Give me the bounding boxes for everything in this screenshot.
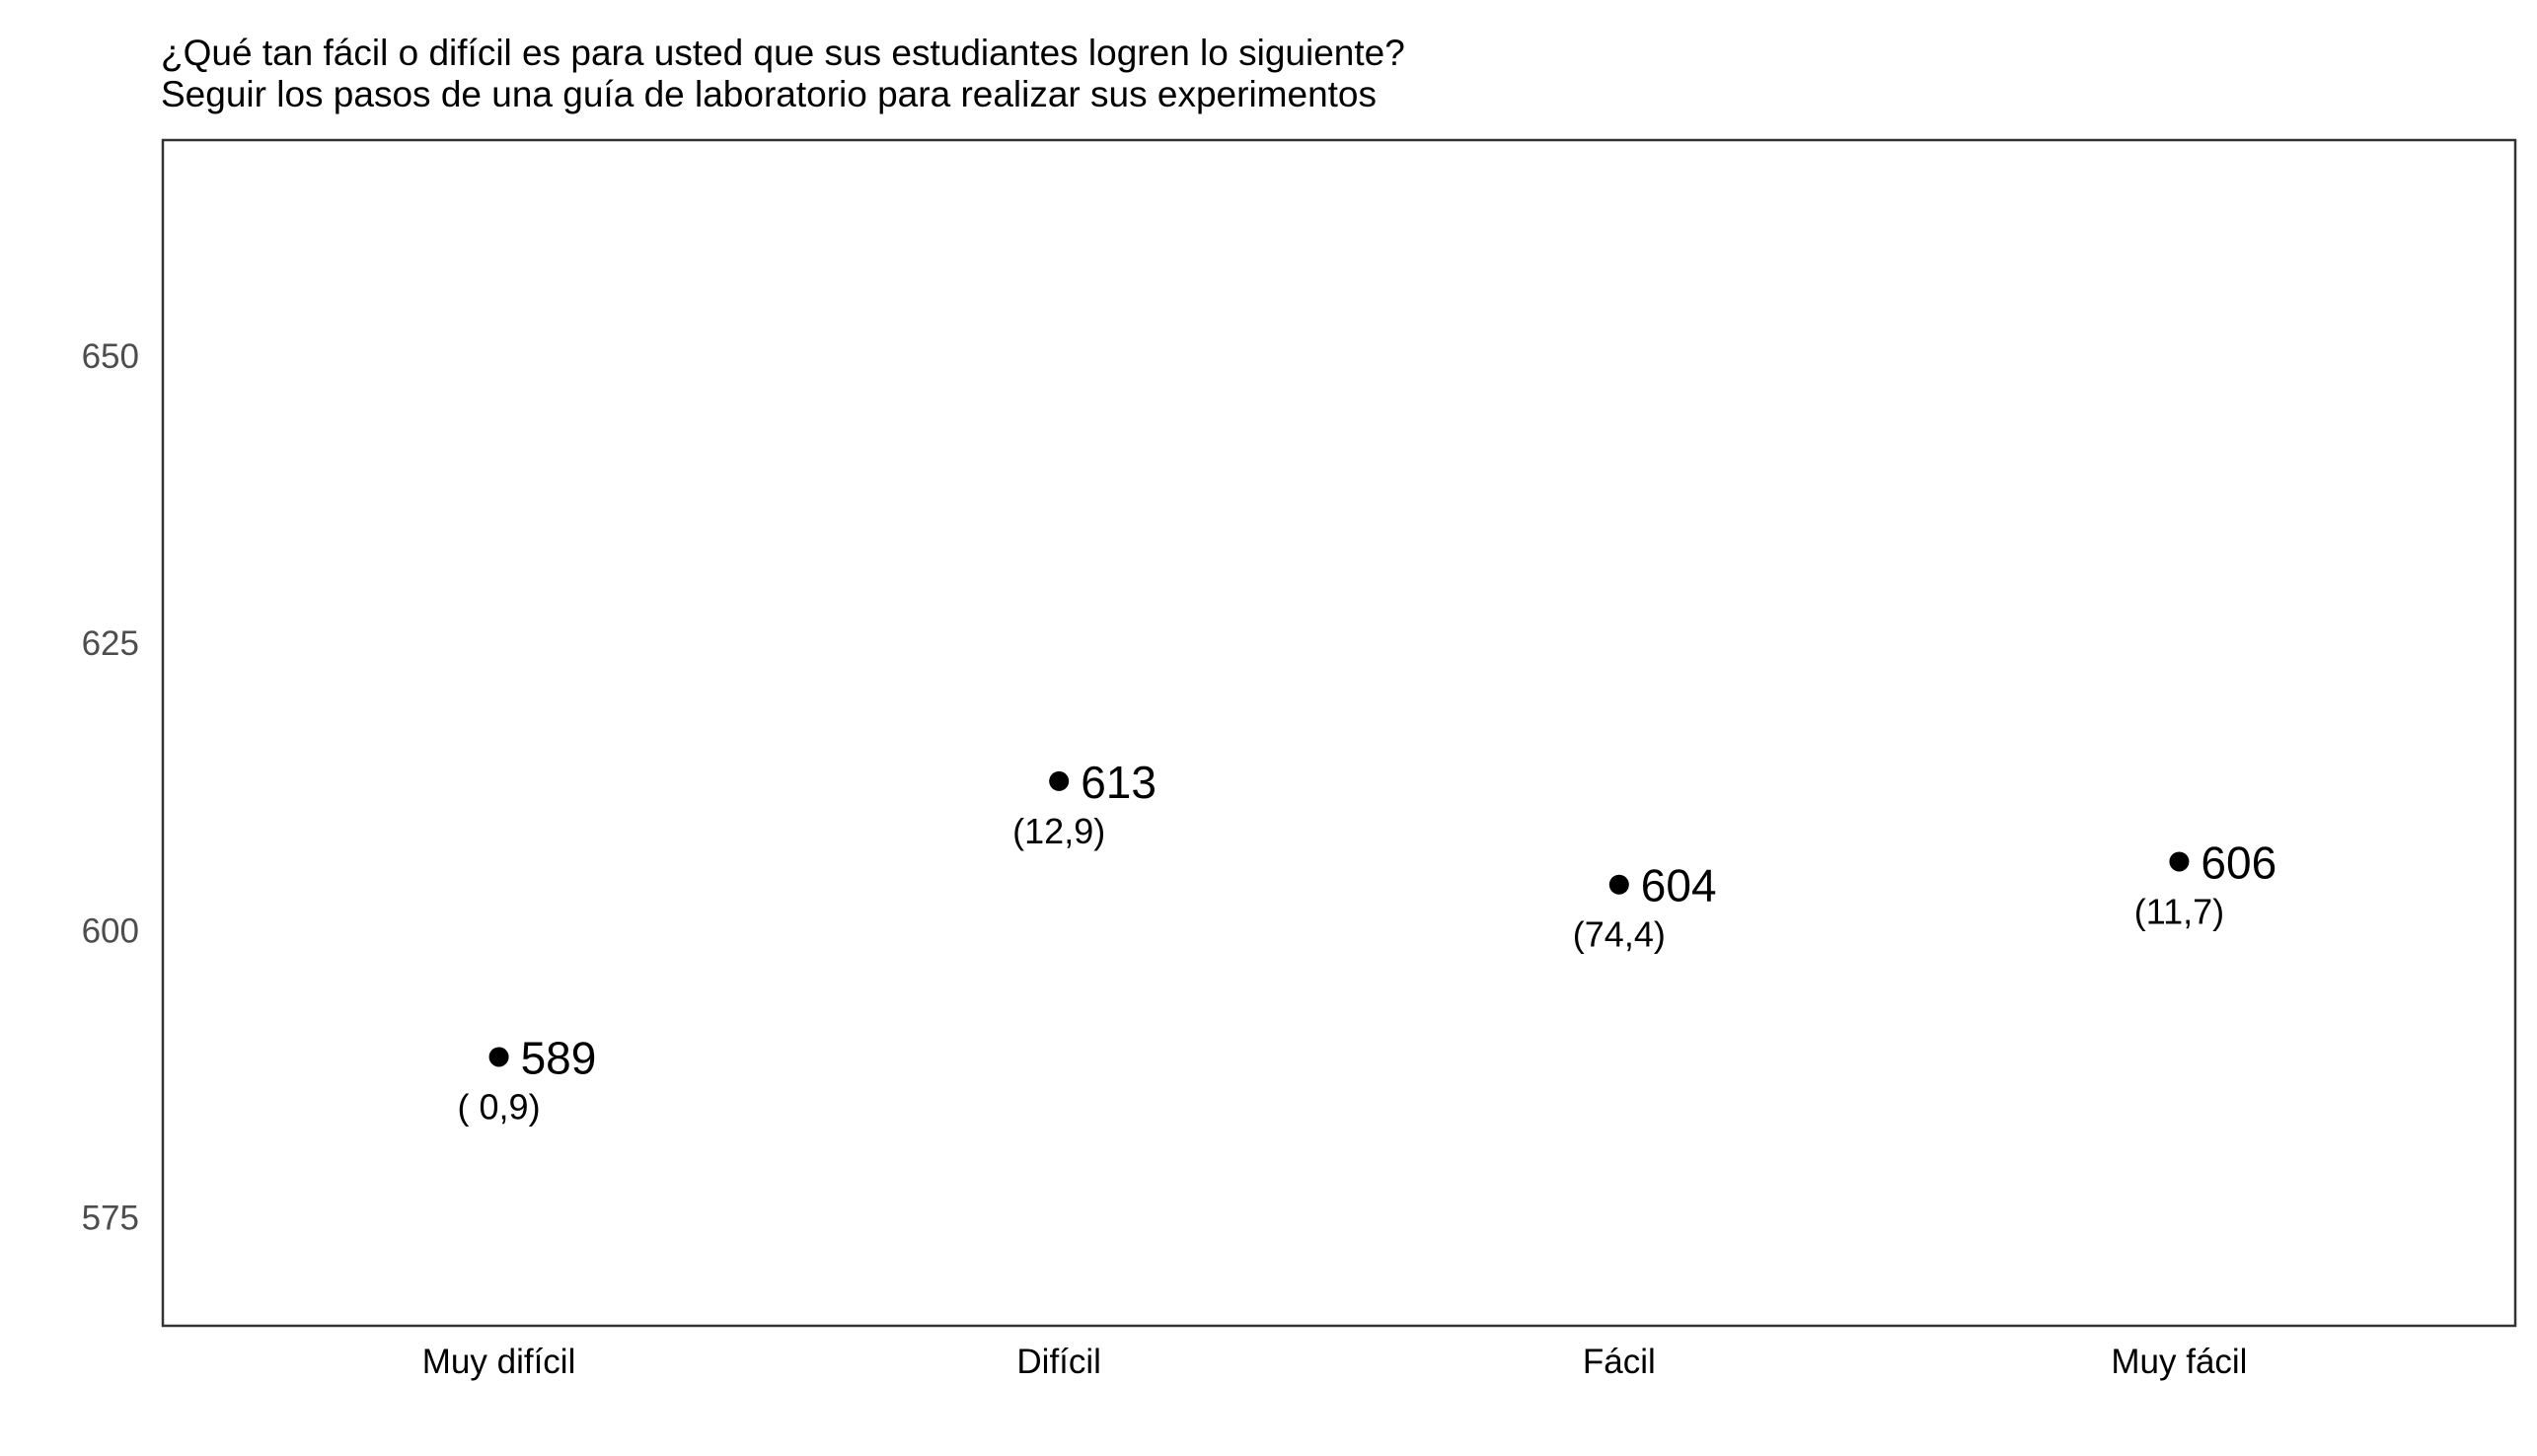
data-value-label: 604	[1641, 860, 1717, 911]
data-value-label: 613	[1081, 757, 1157, 808]
chart-title: ¿Qué tan fácil o difícil es para usted q…	[161, 33, 1405, 73]
y-tick-label: 575	[82, 1200, 139, 1238]
chart-subtitle: Seguir los pasos de una guía de laborato…	[161, 74, 1377, 114]
data-layer: 589( 0,9) 613(12,9) 604(74,4) 606(11,7)	[458, 757, 2277, 1128]
y-tick-label: 600	[82, 911, 139, 950]
plot-panel	[161, 138, 2517, 1328]
x-tick-label: Difícil	[1016, 1343, 1101, 1381]
data-value-label: 606	[2201, 837, 2276, 888]
x-tick-label: Fácil	[1583, 1343, 1656, 1381]
percent-label: ( 0,9)	[458, 1086, 541, 1127]
data-point	[488, 1047, 509, 1067]
x-axis: Muy difícil Difícil Fácil Muy fácil	[422, 1343, 2248, 1381]
data-point	[1608, 874, 1629, 895]
percent-label: (11,7)	[2134, 891, 2224, 931]
x-tick-label: Muy fácil	[2111, 1343, 2247, 1381]
percent-label: (12,9)	[1012, 811, 1105, 851]
y-axis: 575 600 625 650	[82, 337, 139, 1238]
x-tick-label: Muy difícil	[422, 1343, 576, 1381]
y-tick-label: 650	[82, 337, 139, 376]
percent-label: (74,4)	[1573, 914, 1666, 955]
data-point	[1049, 770, 1070, 791]
data-point	[2169, 851, 2190, 872]
y-tick-label: 625	[82, 624, 139, 663]
data-value-label: 589	[521, 1032, 597, 1083]
